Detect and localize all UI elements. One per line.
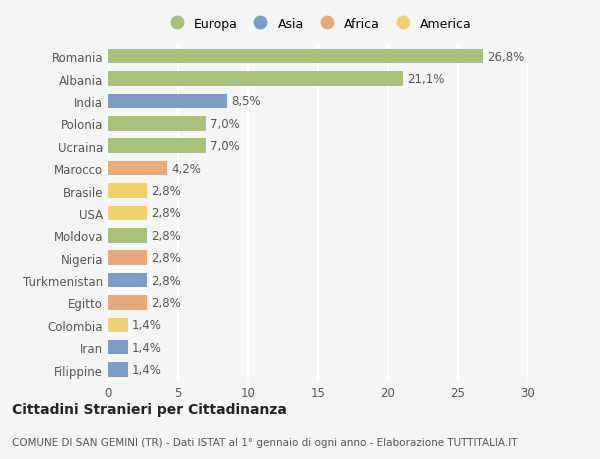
Text: 7,0%: 7,0% bbox=[210, 118, 240, 130]
Text: 26,8%: 26,8% bbox=[487, 50, 524, 63]
Text: 1,4%: 1,4% bbox=[132, 341, 161, 354]
Bar bbox=[108, 251, 147, 265]
Text: 2,8%: 2,8% bbox=[151, 207, 181, 220]
Bar bbox=[108, 273, 147, 288]
Text: COMUNE DI SAN GEMINI (TR) - Dati ISTAT al 1° gennaio di ogni anno - Elaborazione: COMUNE DI SAN GEMINI (TR) - Dati ISTAT a… bbox=[12, 437, 517, 447]
Text: 21,1%: 21,1% bbox=[407, 73, 445, 86]
Text: 7,0%: 7,0% bbox=[210, 140, 240, 153]
Bar bbox=[108, 139, 206, 154]
Bar bbox=[108, 318, 128, 332]
Legend: Europa, Asia, Africa, America: Europa, Asia, Africa, America bbox=[161, 15, 475, 33]
Bar bbox=[108, 50, 483, 64]
Text: Cittadini Stranieri per Cittadinanza: Cittadini Stranieri per Cittadinanza bbox=[12, 402, 287, 416]
Text: 2,8%: 2,8% bbox=[151, 230, 181, 242]
Bar bbox=[108, 72, 403, 87]
Bar bbox=[108, 206, 147, 221]
Bar bbox=[108, 340, 128, 355]
Text: 2,8%: 2,8% bbox=[151, 297, 181, 309]
Text: 2,8%: 2,8% bbox=[151, 274, 181, 287]
Bar bbox=[108, 296, 147, 310]
Text: 1,4%: 1,4% bbox=[132, 364, 161, 376]
Text: 8,5%: 8,5% bbox=[231, 95, 261, 108]
Text: 4,2%: 4,2% bbox=[171, 162, 201, 175]
Bar bbox=[108, 229, 147, 243]
Bar bbox=[108, 162, 167, 176]
Bar bbox=[108, 363, 128, 377]
Bar bbox=[108, 95, 227, 109]
Bar bbox=[108, 117, 206, 131]
Text: 2,8%: 2,8% bbox=[151, 185, 181, 197]
Text: 1,4%: 1,4% bbox=[132, 319, 161, 331]
Bar bbox=[108, 184, 147, 198]
Text: 2,8%: 2,8% bbox=[151, 252, 181, 264]
